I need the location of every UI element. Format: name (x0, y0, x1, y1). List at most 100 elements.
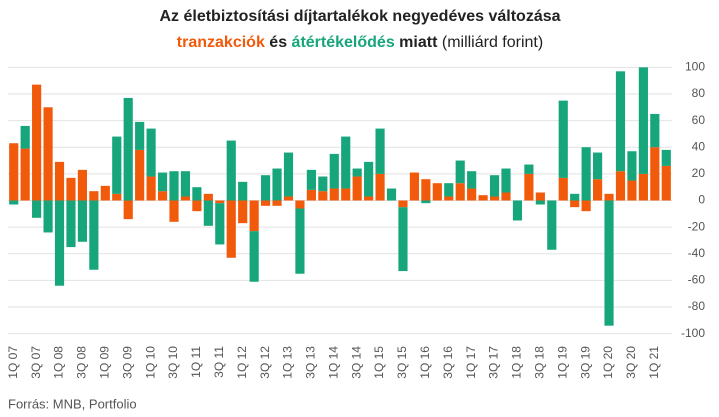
y-tick-label: 80 (692, 86, 706, 100)
bar (203, 193, 213, 201)
bar (157, 172, 168, 192)
bar (89, 191, 99, 201)
bar (604, 200, 614, 326)
x-tick-label: 1Q 14 (326, 346, 340, 379)
bar (306, 169, 316, 190)
bar (43, 107, 53, 201)
bar (421, 200, 431, 204)
x-tick-label: 1Q 12 (235, 346, 249, 379)
bar (364, 161, 374, 197)
bar (329, 188, 339, 201)
x-tick-label: 3Q 10 (166, 346, 180, 379)
x-tick-label: 1Q 15 (372, 346, 386, 379)
bar (77, 200, 87, 242)
bar (272, 168, 282, 201)
chart-subtitle: tranzakciók és átértékelődés miatt (mill… (177, 34, 543, 51)
x-tick-label: 1Q 13 (281, 346, 295, 379)
bar (489, 175, 500, 197)
bar (364, 196, 374, 201)
bar (169, 200, 179, 222)
bar (318, 191, 328, 201)
bar (203, 200, 213, 226)
x-tick-label: 3Q 14 (349, 346, 363, 379)
y-tick-label: 0 (698, 193, 705, 207)
x-tick-label: 1Q 10 (143, 346, 157, 379)
bar (32, 84, 42, 201)
bar (650, 147, 660, 201)
bar (135, 149, 145, 201)
bar (226, 140, 236, 201)
bar (226, 200, 236, 258)
bar (283, 152, 294, 197)
bar (501, 168, 511, 193)
bar (238, 200, 248, 224)
bar (593, 179, 603, 201)
bar (261, 175, 271, 201)
bar (43, 200, 53, 233)
bar (386, 188, 397, 201)
y-tick-label: -20 (688, 219, 706, 233)
bar (421, 179, 431, 201)
bar (524, 164, 534, 174)
x-tick-label: 3Q 19 (578, 346, 592, 379)
bar (661, 149, 671, 166)
bar (432, 183, 442, 201)
bar (341, 136, 351, 189)
y-tick-label: -40 (688, 246, 706, 260)
bar (341, 188, 351, 201)
bar (627, 180, 637, 201)
bar (581, 200, 591, 212)
bar (547, 200, 557, 250)
bar (558, 100, 568, 178)
y-tick-label: 20 (692, 166, 706, 180)
bar (180, 171, 191, 197)
bar (650, 113, 660, 148)
title-suffix: miatt (399, 34, 438, 51)
bar (558, 177, 568, 201)
bar (489, 196, 500, 201)
bar (375, 173, 385, 201)
x-tick-label: 3Q 15 (395, 346, 409, 379)
bar (261, 200, 271, 206)
source: Forrás: MNB, Portfolio (8, 396, 137, 411)
bar (192, 200, 202, 212)
bar (100, 185, 110, 201)
x-tick-label: 1Q 16 (418, 346, 432, 379)
bar (398, 200, 408, 208)
bar (112, 193, 122, 201)
y-tick-label: 60 (692, 113, 706, 127)
x-tick-label: 1Q 20 (601, 346, 615, 379)
y-tick-label: 100 (685, 59, 705, 73)
title-connector: és (269, 34, 287, 51)
legend-label: átértékelődés (292, 34, 395, 51)
bar (352, 176, 362, 201)
legend-label: tranzakciók (177, 34, 265, 51)
bar (638, 67, 648, 174)
bar (295, 200, 305, 209)
bar (478, 195, 488, 201)
bar (467, 171, 477, 189)
bar (352, 168, 362, 177)
bar (329, 153, 339, 189)
bar (249, 200, 259, 232)
x-tick-label: 3Q 09 (120, 346, 134, 379)
bar (180, 196, 191, 201)
x-tick-label: 1Q 11 (189, 346, 203, 378)
x-tick-label: 1Q 09 (97, 346, 111, 379)
x-tick-label: 1Q 18 (510, 346, 524, 379)
bar (444, 183, 454, 197)
x-tick-label: 3Q 07 (29, 346, 43, 379)
bar (272, 200, 282, 206)
bar (375, 128, 385, 174)
bar (169, 171, 179, 201)
x-tick-label: 1Q 07 (6, 346, 20, 379)
bar (570, 193, 580, 201)
y-tick-label: 40 (692, 139, 706, 153)
bar (146, 128, 156, 177)
bar (455, 160, 465, 184)
bar (409, 172, 419, 201)
bar (661, 165, 671, 201)
bar (54, 161, 65, 201)
bar (318, 176, 328, 192)
